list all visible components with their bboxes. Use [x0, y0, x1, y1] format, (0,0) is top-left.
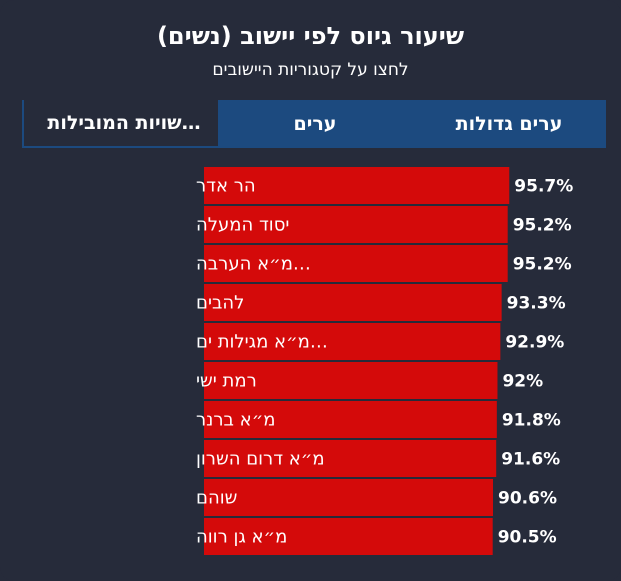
bar-3[interactable]	[204, 284, 502, 321]
bar-4[interactable]	[204, 323, 501, 360]
value-label-1: 95.2%	[513, 216, 572, 236]
category-label-5: רמת ישי	[196, 371, 257, 392]
bar-6[interactable]	[204, 401, 497, 438]
tab-cities[interactable]: ערים	[293, 113, 337, 135]
category-label-8: שוהם	[196, 488, 237, 509]
value-label-0: 95.7%	[514, 177, 573, 197]
category-label-2: …מ״א הערבה	[196, 254, 311, 275]
bar-2[interactable]	[204, 245, 508, 282]
category-label-4: …מ״א מגילות ים	[196, 332, 328, 353]
value-label-4: 92.9%	[505, 333, 564, 353]
chart-subtitle: לחצו על קטגוריות היישובים	[212, 60, 409, 80]
category-label-6: מ״א ברנר	[196, 410, 276, 431]
tab-large-cities[interactable]: ערים גדולות	[455, 113, 563, 135]
bar-7[interactable]	[204, 440, 497, 477]
value-label-6: 91.8%	[502, 411, 561, 431]
value-label-3: 93.3%	[507, 294, 566, 314]
category-label-1: יסוד המעלה	[196, 215, 289, 236]
bar-1[interactable]	[204, 206, 508, 243]
value-label-9: 90.5%	[498, 528, 557, 548]
value-label-8: 90.6%	[498, 489, 557, 509]
category-tabs: ערים גדולות ערים …שויות המובילות	[22, 100, 606, 148]
bar-5[interactable]	[204, 362, 498, 399]
category-label-7: מ״א דרום השרון	[196, 449, 325, 470]
category-label-9: מ״א גן רווה	[196, 527, 287, 548]
value-label-2: 95.2%	[513, 255, 572, 275]
category-label-0: הר אדר	[196, 176, 256, 197]
bar-8[interactable]	[204, 479, 494, 516]
chart-title: שיעור גיוס לפי יישוב (נשים)	[156, 22, 465, 50]
value-label-5: 92%	[502, 372, 543, 392]
bar-0[interactable]	[204, 167, 510, 204]
bar-9[interactable]	[204, 518, 493, 555]
value-label-7: 91.6%	[501, 450, 560, 470]
tab-leading-authorities[interactable]: …שויות המובילות	[22, 100, 218, 148]
category-label-3: להבים	[196, 293, 244, 314]
